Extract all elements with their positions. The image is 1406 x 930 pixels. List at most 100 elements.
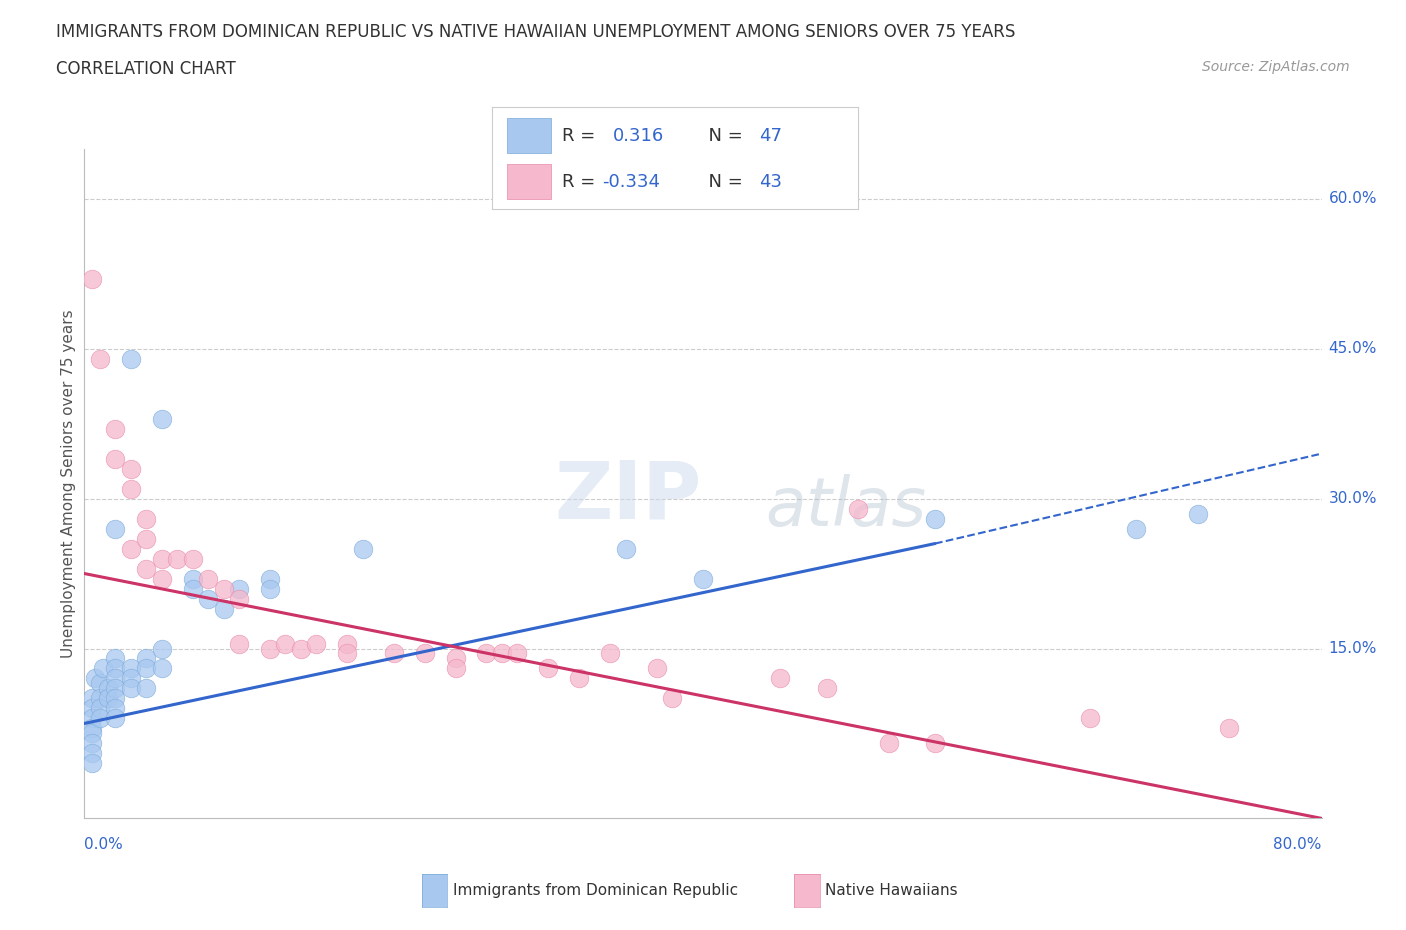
Point (120, 461, 142, 476)
Point (413, 646, 436, 661)
Point (259, 581, 281, 596)
Point (150, 551, 173, 566)
Bar (506, 165, 551, 199)
Point (352, 541, 374, 556)
Point (104, 651, 127, 666)
Point (120, 681, 142, 696)
Text: R =: R = (561, 126, 606, 144)
Point (769, 671, 792, 686)
Text: Source: ZipAtlas.com: Source: ZipAtlas.com (1202, 60, 1350, 74)
Point (475, 646, 498, 661)
Point (82, 691, 104, 706)
Text: 15.0%: 15.0% (1329, 641, 1376, 656)
Text: IMMIGRANTS FROM DOMINICAN REPUBLIC VS NATIVE HAWAIIAN UNEMPLOYMENT AMONG SENIORS: IMMIGRANTS FROM DOMINICAN REPUBLIC VS NA… (56, 23, 1015, 41)
Point (274, 636, 297, 651)
Text: 47: 47 (759, 126, 782, 144)
Point (104, 421, 127, 436)
Point (82, 721, 104, 736)
Point (120, 671, 142, 686)
Point (89, 352, 111, 366)
Point (599, 646, 621, 661)
Point (82, 701, 104, 716)
Text: atlas: atlas (765, 474, 927, 540)
Point (197, 571, 219, 586)
Point (120, 352, 142, 366)
Point (96, 681, 118, 696)
Point (444, 661, 467, 676)
Point (1125, 521, 1147, 536)
Point (104, 671, 127, 686)
Point (104, 521, 127, 536)
Point (104, 451, 127, 466)
Point (212, 601, 235, 616)
Point (181, 571, 204, 586)
Point (305, 636, 328, 651)
Text: 80.0%: 80.0% (1274, 837, 1322, 852)
Text: 0.0%: 0.0% (84, 837, 124, 852)
Point (692, 571, 714, 586)
Y-axis label: Unemployment Among Seniors over 75 years: Unemployment Among Seniors over 75 years (60, 310, 76, 658)
Point (336, 636, 359, 651)
Point (104, 701, 127, 716)
Point (135, 661, 157, 676)
Point (82, 711, 104, 726)
Point (104, 661, 127, 676)
Point (645, 661, 668, 676)
Point (166, 551, 188, 566)
Point (120, 661, 142, 676)
Point (120, 541, 142, 556)
Point (104, 691, 127, 706)
Point (82, 756, 104, 771)
Text: R =: R = (561, 173, 600, 191)
Text: 60.0%: 60.0% (1329, 192, 1376, 206)
Point (82, 746, 104, 761)
Point (120, 481, 142, 496)
Point (89, 691, 111, 706)
Point (82, 736, 104, 751)
Point (135, 651, 157, 666)
Point (924, 512, 946, 526)
Point (135, 531, 157, 546)
Point (84, 671, 107, 686)
Text: Immigrants from Dominican Republic: Immigrants from Dominican Republic (453, 883, 738, 897)
Point (150, 571, 173, 586)
Point (259, 641, 281, 656)
Point (846, 501, 869, 516)
Point (661, 691, 683, 706)
Text: CORRELATION CHART: CORRELATION CHART (56, 60, 236, 78)
Point (1218, 721, 1240, 736)
Point (89, 676, 111, 691)
Point (336, 646, 359, 661)
Point (89, 711, 111, 726)
Point (135, 512, 157, 526)
Text: 0.316: 0.316 (613, 126, 664, 144)
Point (228, 591, 250, 606)
Point (1078, 711, 1101, 726)
Point (228, 581, 250, 596)
Point (135, 681, 157, 696)
Text: -0.334: -0.334 (602, 173, 659, 191)
Point (89, 701, 111, 716)
Point (924, 736, 946, 751)
Text: N =: N = (697, 126, 748, 144)
Point (259, 571, 281, 586)
Point (96, 691, 118, 706)
Text: Native Hawaiians: Native Hawaiians (825, 883, 957, 897)
Point (181, 551, 204, 566)
Point (91, 661, 114, 676)
Point (506, 646, 529, 661)
Point (104, 711, 127, 726)
Point (877, 736, 900, 751)
Text: ZIP: ZIP (554, 458, 702, 536)
Point (150, 661, 173, 676)
Point (135, 561, 157, 576)
Text: 43: 43 (759, 173, 782, 191)
Point (150, 411, 173, 426)
Point (382, 646, 405, 661)
Point (197, 591, 219, 606)
Point (815, 681, 838, 696)
Point (537, 661, 560, 676)
Point (491, 646, 513, 661)
Point (150, 641, 173, 656)
Point (212, 581, 235, 596)
